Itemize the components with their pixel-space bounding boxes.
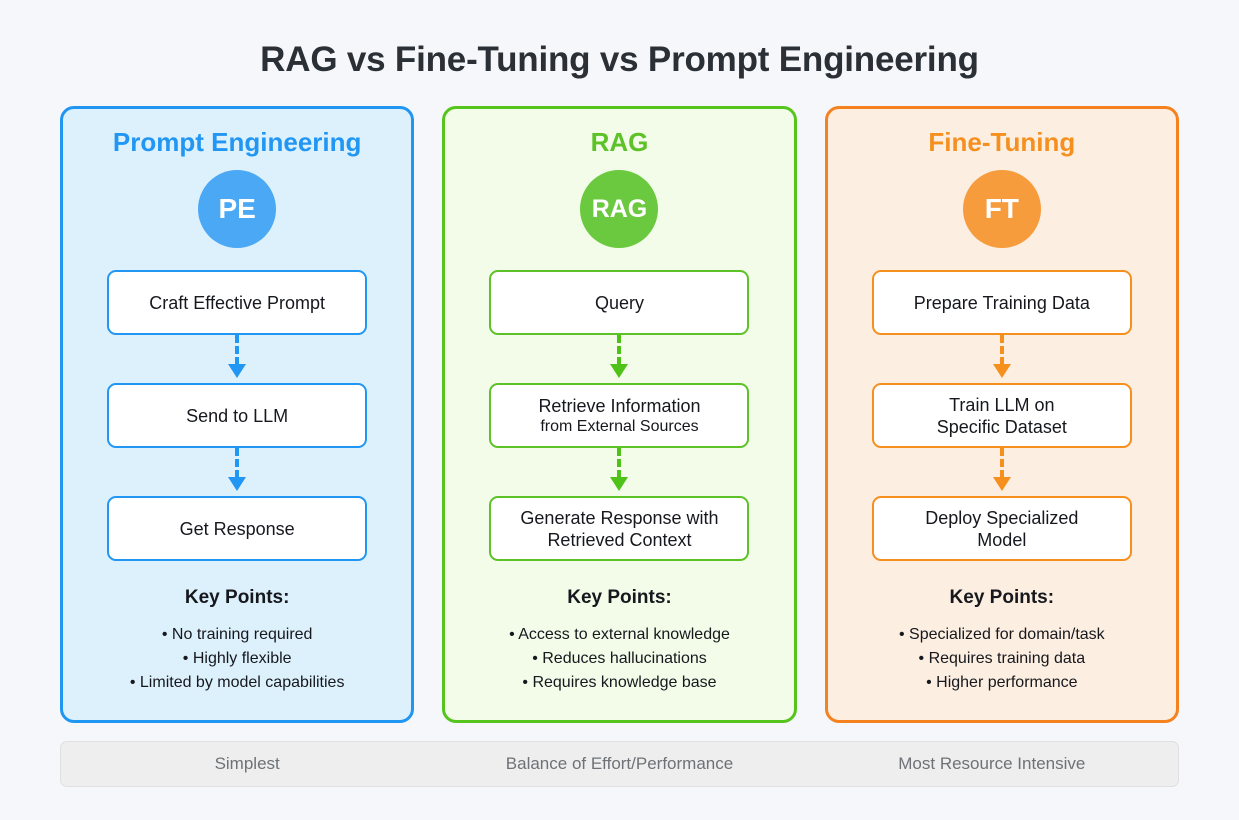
keypoints-section: Key Points: • Specialized for domain/tas… — [848, 587, 1156, 695]
keypoints-list: • Access to external knowledge • Reduces… — [465, 623, 773, 695]
step-box: Get Response — [107, 496, 368, 561]
list-item: • Requires training data — [918, 650, 1086, 667]
panel-fine-tuning: Fine-Tuning FT Prepare Training Data Tra… — [824, 106, 1179, 723]
list-item: • Access to external knowledge — [509, 626, 730, 643]
panel-prompt-engineering: Prompt Engineering PE Craft Effective Pr… — [60, 106, 415, 723]
step-label-line1: Train LLM on — [949, 394, 1055, 415]
step-box: Retrieve Information from External Sourc… — [489, 383, 750, 448]
flow-arrow-down-icon — [610, 448, 629, 496]
list-item: • No training required — [161, 626, 313, 643]
keypoints-title: Key Points: — [184, 587, 290, 608]
keypoints-section: Key Points: • Access to external knowled… — [465, 587, 773, 695]
step-box: Generate Response with Retrieved Context — [489, 496, 750, 561]
flow-arrow-down-icon — [610, 335, 629, 383]
step-label-line1: Generate Response with — [520, 507, 719, 528]
step-box: Prepare Training Data — [871, 270, 1132, 335]
panel-title-prompt-engineering: Prompt Engineering — [112, 127, 362, 157]
step-box: Query — [489, 270, 750, 335]
step-box: Deploy Specialized Model — [871, 496, 1132, 561]
arrow-head — [610, 477, 629, 491]
flow-arrow-down-icon — [992, 448, 1011, 496]
step-label-line1: Prepare Training Data — [913, 292, 1090, 313]
panel-title-rag: RAG — [590, 127, 649, 157]
arrow-shaft — [617, 335, 622, 365]
spectrum-footer-bar: Simplest Balance of Effort/Performance M… — [60, 741, 1179, 787]
step-label-line2: Model — [977, 529, 1027, 550]
badge-pe-icon: PE — [198, 170, 277, 248]
step-label-line2: from External Sources — [540, 417, 699, 435]
arrow-shaft — [235, 448, 240, 478]
flow-arrow-down-icon — [228, 335, 247, 383]
step-label-line2: Specific Dataset — [936, 416, 1067, 437]
arrow-head — [228, 364, 247, 378]
step-label-line1: Deploy Specialized — [925, 507, 1079, 528]
list-item: • Limited by model capabilities — [129, 674, 345, 691]
keypoints-section: Key Points: • No training required • Hig… — [83, 587, 391, 695]
arrow-head — [610, 364, 629, 378]
list-item: • Higher performance — [926, 674, 1078, 691]
arrow-head — [992, 477, 1011, 491]
page-title: RAG vs Fine-Tuning vs Prompt Engineering — [260, 40, 979, 79]
panel-title-fine-tuning: Fine-Tuning — [928, 127, 1076, 157]
badge-rag-icon: RAG — [580, 170, 659, 248]
keypoints-list: • Specialized for domain/task • Requires… — [848, 623, 1156, 695]
arrow-shaft — [999, 335, 1004, 365]
footer-cell-balance: Balance of Effort/Performance — [505, 754, 734, 773]
arrow-head — [228, 477, 247, 491]
badge-ft-icon: FT — [962, 170, 1041, 248]
step-label-line1: Query — [594, 292, 644, 313]
arrow-shaft — [617, 448, 622, 478]
list-item: • Specialized for domain/task — [898, 626, 1105, 643]
step-label-line2: Retrieved Context — [547, 529, 692, 550]
arrow-shaft — [235, 335, 240, 365]
keypoints-title: Key Points: — [949, 587, 1055, 608]
step-box: Train LLM on Specific Dataset — [871, 383, 1132, 448]
step-box: Craft Effective Prompt — [107, 270, 368, 335]
flow-arrow-down-icon — [992, 335, 1011, 383]
arrow-shaft — [999, 448, 1004, 478]
comparison-columns: Prompt Engineering PE Craft Effective Pr… — [0, 106, 1239, 723]
step-label-line1: Get Response — [179, 518, 295, 539]
keypoints-title: Key Points: — [567, 587, 672, 608]
panel-rag: RAG RAG Query Retrieve Information from … — [442, 106, 797, 723]
list-item: • Highly flexible — [182, 650, 292, 667]
step-label-line1: Craft Effective Prompt — [149, 292, 326, 313]
list-item: • Requires knowledge base — [522, 674, 717, 691]
arrow-head — [992, 364, 1011, 378]
footer-cell-most-resource-intensive: Most Resource Intensive — [898, 754, 1086, 773]
step-box: Send to LLM — [107, 383, 368, 448]
flow-arrow-down-icon — [228, 448, 247, 496]
list-item: • Reduces hallucinations — [532, 650, 707, 667]
keypoints-list: • No training required • Highly flexible… — [83, 623, 391, 695]
step-label-line1: Send to LLM — [186, 405, 289, 426]
step-label-line1: Retrieve Information — [538, 395, 701, 416]
footer-cell-simplest: Simplest — [214, 754, 280, 773]
